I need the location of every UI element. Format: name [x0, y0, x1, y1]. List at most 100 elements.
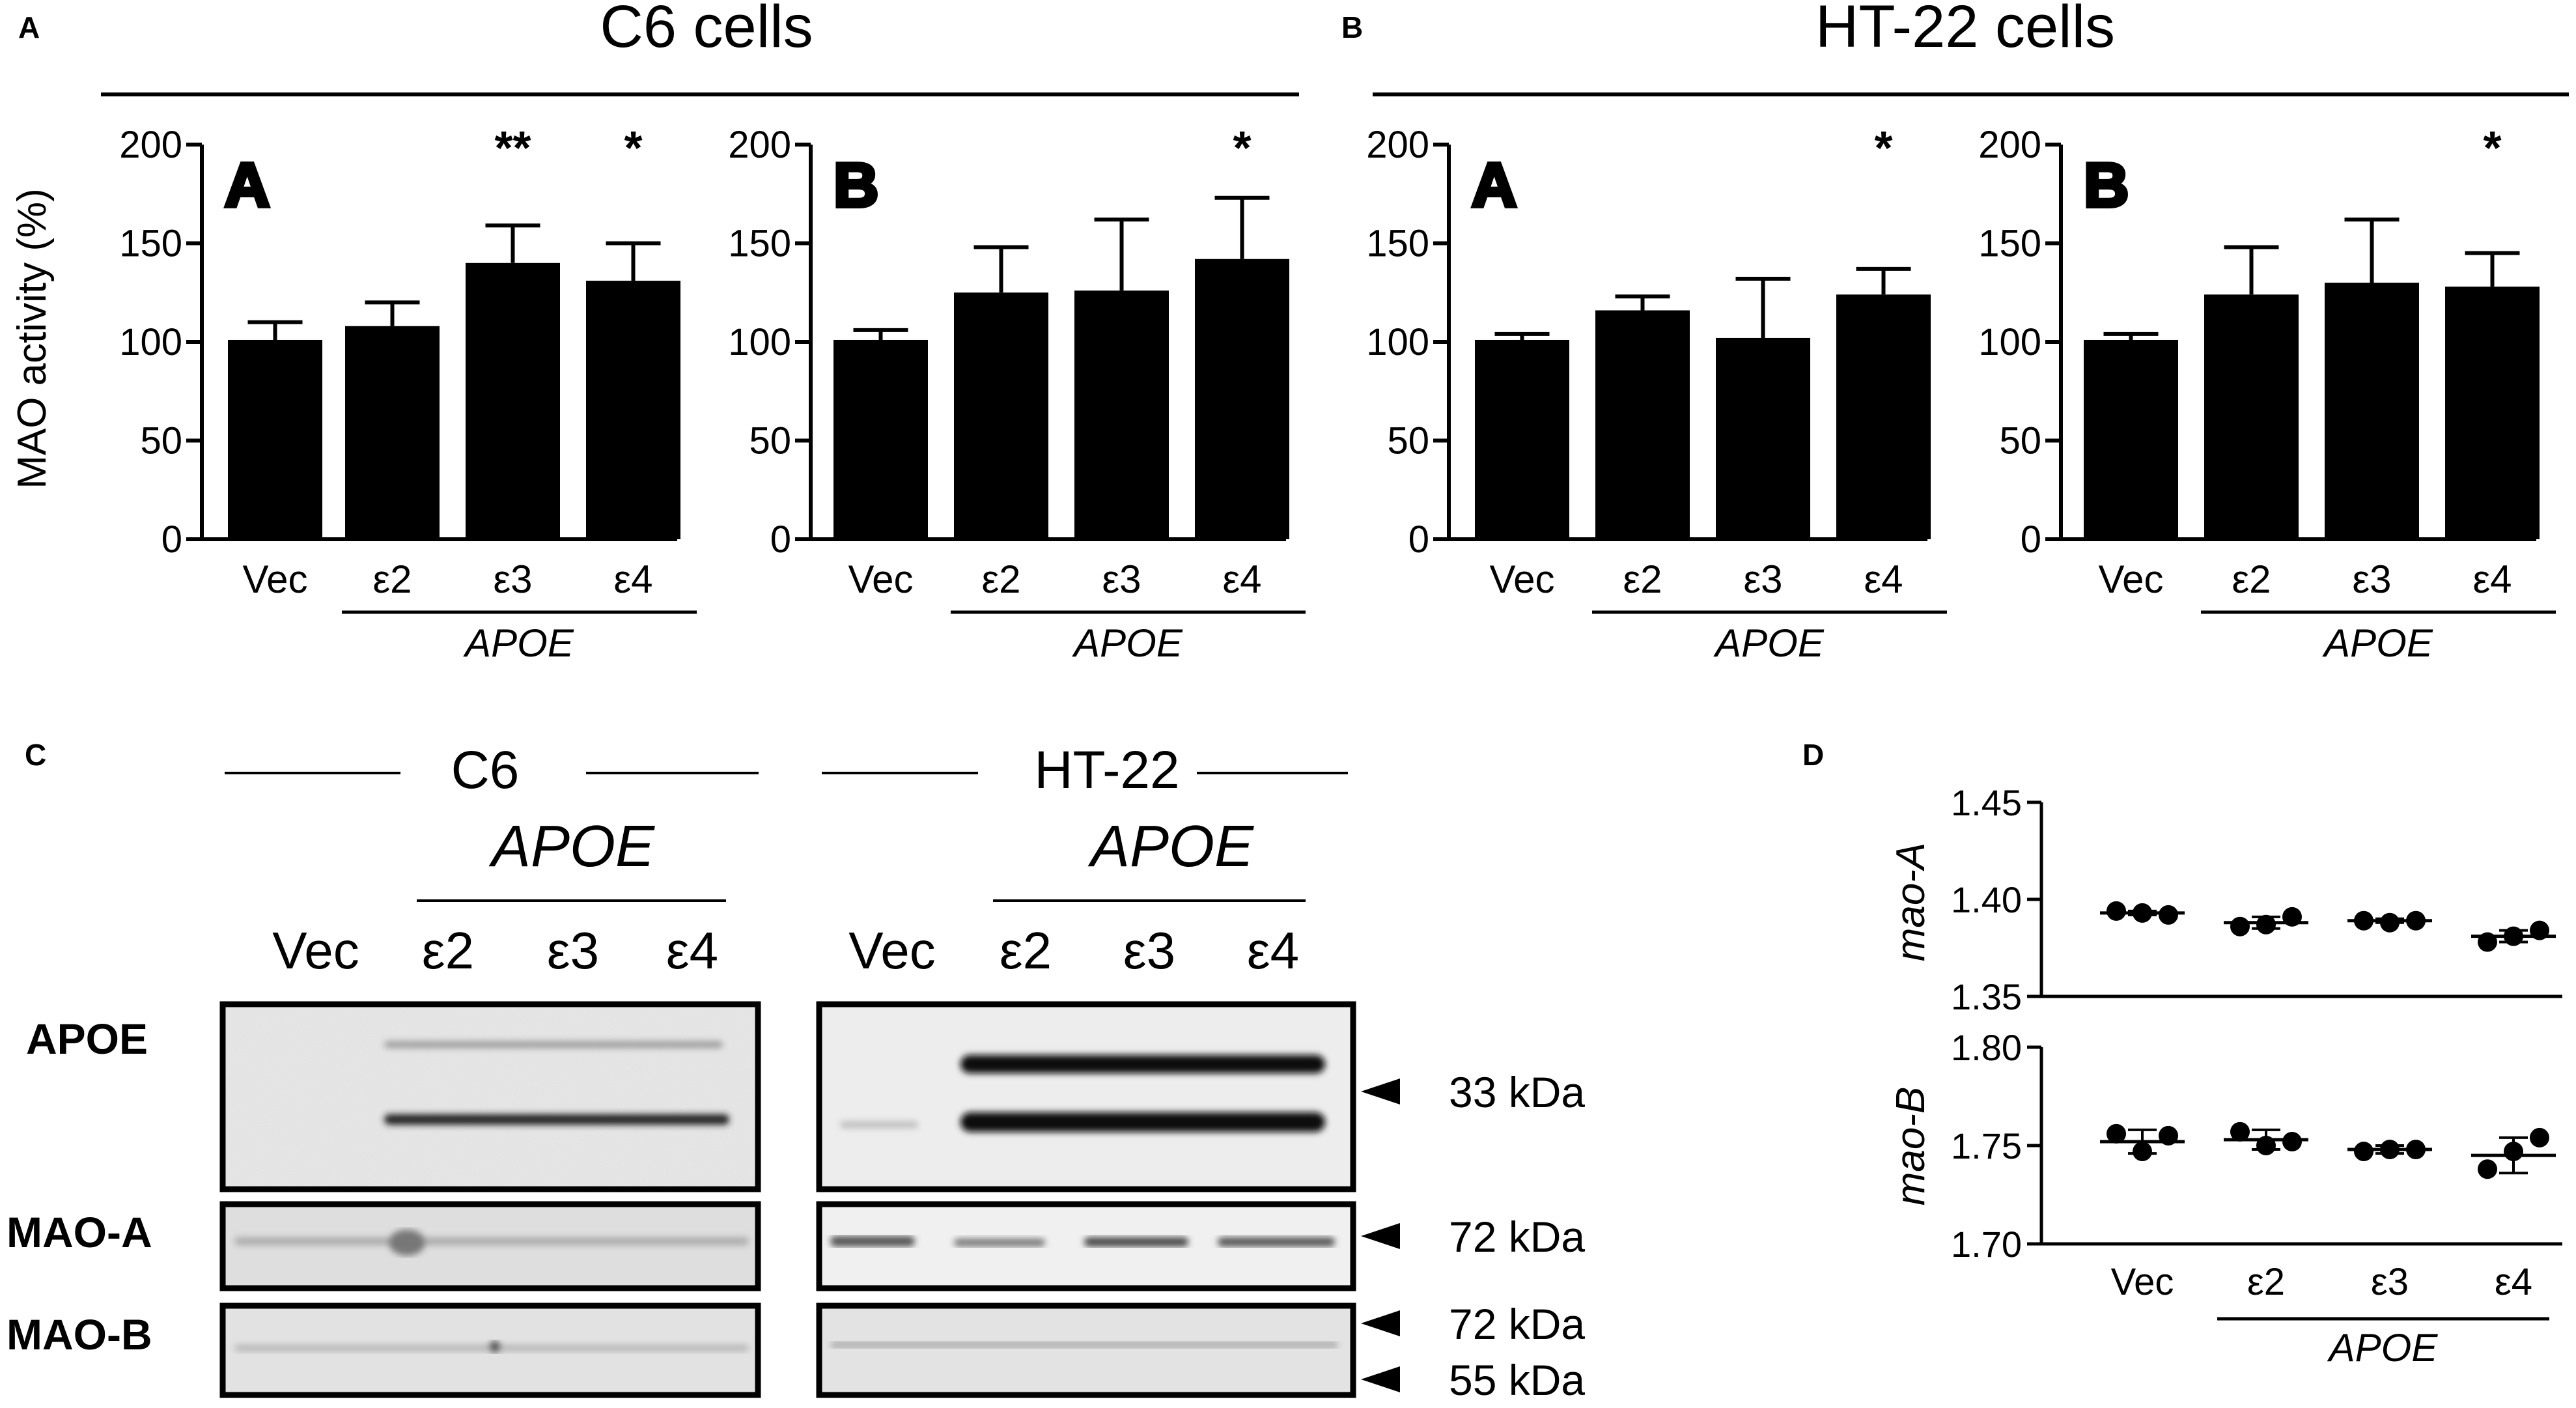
data-point [2256, 914, 2276, 935]
significance-marker: ** [494, 122, 531, 175]
chart-c6-mao-a: 0 50 100 150 200 A Vec ε2 ** ε3 * ε4 APOE [119, 122, 697, 665]
c6-lane-vec: Vec [272, 922, 359, 979]
x-tick-label: ε2 [372, 557, 412, 601]
group-title-ht22: HT-22 cells [1815, 0, 2115, 60]
apoe-label: APOE [1072, 621, 1183, 665]
panel-letter-c: C [25, 738, 46, 772]
y-tick-label: 150 [1978, 223, 2041, 265]
y-tick-label: 0 [161, 518, 182, 561]
data-point [2380, 1140, 2400, 1160]
significance-marker: * [2483, 122, 2501, 175]
chart-ht22-mao-b: 0 50 100 150 200 B Vec ε2 ε3 * ε4 APOE [1978, 122, 2556, 665]
ht22-lane-vec: Vec [848, 922, 935, 979]
ht22-blot-label: HT-22 [1034, 740, 1179, 800]
y-tick-label: 200 [119, 124, 182, 166]
y-tick-label: 100 [119, 321, 182, 363]
data-point [2230, 916, 2250, 936]
y-tick-label: 1.80 [1951, 1027, 2022, 1068]
y-tick-label: 1.70 [1951, 1224, 2022, 1265]
apoe-label: APOE [2327, 1326, 2439, 1370]
y-tick-label: 0 [1408, 518, 1429, 561]
group-title-c6: C6 cells [600, 0, 813, 60]
mao-b-ylabel: mao-B [1888, 1087, 1933, 1206]
significance-marker: * [624, 122, 642, 175]
ht22-apoe-label: APOE [1087, 814, 1254, 879]
data-point [2406, 1140, 2426, 1160]
x-tick-label: ε3 [1743, 557, 1782, 601]
c6-blot-label: C6 [451, 740, 520, 800]
bar [2325, 283, 2419, 539]
y-tick-label: 0 [770, 518, 791, 561]
blot-row-mao-b: MAO-B [7, 1310, 152, 1359]
arrow-72kda-b [1361, 1310, 1400, 1336]
data-point [2107, 1123, 2126, 1144]
bar [345, 326, 440, 539]
y-tick-label: 150 [1366, 223, 1429, 265]
x-tick-label: ε4 [613, 557, 652, 601]
bar [2445, 287, 2540, 539]
mao-a-ylabel: mao-A [1888, 843, 1933, 962]
bar [1836, 294, 1931, 539]
ht22-lane-e3: ε3 [1123, 922, 1175, 979]
data-point [2354, 1142, 2373, 1162]
x-tick-label: ε2 [1623, 557, 1662, 601]
arrow-33kda [1361, 1078, 1400, 1105]
inset-letter: A [225, 150, 270, 220]
data-point [2504, 926, 2523, 946]
apoe-label: APOE [463, 621, 574, 665]
kda-72-b: 72 kDa [1449, 1300, 1585, 1348]
data-point [2406, 910, 2426, 931]
inset-letter: B [833, 150, 878, 220]
y-tick-label: 1.75 [1951, 1125, 2022, 1166]
y-tick-label: 150 [728, 223, 791, 265]
data-point [2256, 1136, 2276, 1155]
data-point [2282, 1131, 2302, 1151]
bar [1595, 310, 1690, 539]
ht22-lane-e4: ε4 [1247, 922, 1299, 979]
data-point [2478, 1159, 2497, 1179]
data-point [2159, 905, 2178, 925]
blot-ht22-mao-b [816, 1302, 1356, 1398]
kda-55: 55 kDa [1449, 1356, 1585, 1404]
western-blot: C6 HT-22 APOE APOE Vec ε2 ε3 ε4 Vec ε2 ε… [7, 740, 1585, 1404]
x-tick-label: ε3 [1102, 557, 1141, 601]
bar [466, 262, 560, 539]
bar [1195, 259, 1289, 539]
x-tick-label: Vec [242, 557, 307, 601]
apoe-label: APOE [1713, 621, 1825, 665]
bar [2084, 339, 2178, 539]
x-tick-label: ε4 [1864, 557, 1903, 601]
data-point [2530, 920, 2549, 940]
x-tick-label: ε2 [981, 557, 1020, 601]
data-point [2133, 903, 2152, 923]
data-point [2230, 1121, 2250, 1142]
chart-mao-a-mrna: 1.45 1.40 1.35 [1951, 782, 2562, 1017]
y-tick-label: 50 [140, 420, 182, 462]
y-tick-label: 1.35 [1951, 976, 2022, 1017]
blot-row-apoe: APOE [26, 1015, 148, 1063]
arrow-55kda [1361, 1366, 1400, 1392]
data-point [2133, 1142, 2152, 1162]
x-tick-label: ε2 [2232, 557, 2271, 601]
data-point [2282, 907, 2302, 927]
bar [1716, 337, 1810, 539]
significance-marker: * [1874, 122, 1892, 175]
bands-c6-apoe [384, 1041, 729, 1125]
y-tick-label: 0 [2021, 518, 2041, 561]
y-tick-label: 50 [1387, 420, 1429, 462]
data-point [2478, 932, 2497, 952]
y-tick-label: 50 [749, 420, 791, 462]
chart-c6-mao-b: 0 50 100 150 200 B Vec ε2 ε3 * ε4 APOE [728, 122, 1306, 665]
y-tick-label: 100 [728, 321, 791, 363]
x-tick-label: Vec [2098, 557, 2163, 601]
inset-letter: B [2084, 150, 2129, 220]
blot-c6-mao-a [219, 1201, 761, 1291]
y-tick-label: 150 [119, 223, 182, 265]
x-tick-label: ε3 [2371, 1261, 2409, 1303]
bar [833, 339, 928, 539]
c6-apoe-label: APOE [488, 814, 655, 879]
data-point [2504, 1142, 2523, 1162]
panel-letter-d: D [1802, 738, 1824, 772]
panel-letter-a: A [18, 10, 40, 44]
